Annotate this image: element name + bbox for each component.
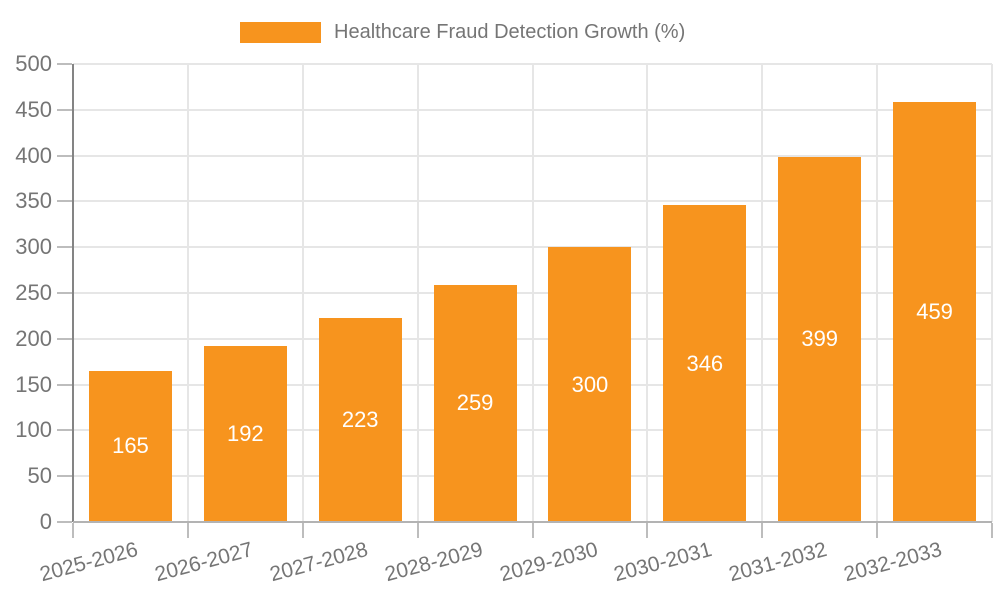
legend-swatch [240,22,321,43]
v-gridline [301,64,304,522]
x-axis-tick [301,523,304,538]
y-axis-tick [57,63,72,65]
y-axis-tick [57,154,72,157]
y-axis-tick [57,337,72,340]
x-axis-tick [186,523,189,538]
x-axis-tick [72,523,74,538]
v-gridline [876,64,879,522]
x-axis-line [73,521,992,523]
bar-value-label: 223 [341,406,379,432]
bar [663,205,747,522]
y-tick-label: 350 [15,188,52,214]
y-axis-line [72,64,74,522]
legend-label: Healthcare Fraud Detection Growth (%) [334,21,686,43]
y-tick-label: 50 [27,463,52,489]
bar [88,370,172,522]
v-gridline [991,64,993,522]
bar-value-label: 259 [456,390,494,416]
y-axis-tick [57,108,72,111]
v-gridline [761,64,764,522]
bar-value-label: 346 [686,350,724,376]
y-tick-label: 250 [15,280,52,305]
x-tick-label: 2027-2028 [267,538,371,587]
bar [318,317,402,522]
x-axis-tick [991,523,993,538]
y-axis-tick [57,429,72,432]
x-tick-label: 2029-2030 [496,538,600,587]
y-tick-label: 450 [15,96,52,122]
y-tick-label: 0 [39,509,52,534]
y-axis-tick [57,292,72,294]
y-axis-tick [57,475,72,478]
v-gridline [646,64,649,522]
v-gridline [186,64,189,522]
bar [778,156,862,522]
y-axis-tick [57,521,72,523]
y-tick-label: 300 [15,234,52,260]
bar [548,247,632,522]
legend: Healthcare Fraud Detection Growth (%) [240,22,685,43]
x-axis-tick [646,523,649,538]
x-tick-label: 2026-2027 [152,538,256,587]
v-gridline [416,64,419,522]
x-axis-tick [531,523,534,538]
y-axis-tick [57,200,72,203]
bar-value-label: 165 [112,433,149,459]
x-tick-label: 2025-2026 [37,538,141,587]
bar-value-label: 300 [571,371,609,397]
y-tick-label: 500 [15,51,52,76]
y-tick-label: 150 [15,371,52,397]
y-tick-label: 100 [15,417,52,443]
y-axis-tick [57,246,72,249]
x-tick-label: 2028-2029 [382,538,486,587]
bar [433,284,517,522]
x-tick-label: 2030-2031 [611,538,715,587]
x-axis-tick [761,523,764,538]
x-axis-tick [416,523,419,538]
bar-value-label: 399 [801,326,839,352]
x-tick-label: 2031-2032 [726,538,830,587]
bar-value-label: 192 [226,421,264,447]
y-tick-label: 400 [15,142,52,168]
bar-value-label: 459 [916,298,953,324]
y-tick-label: 200 [15,325,52,351]
v-gridline [531,64,534,522]
y-axis-tick [57,383,72,386]
bar [893,101,977,522]
x-axis-tick [876,523,879,538]
x-tick-label: 2032-2033 [841,538,945,587]
bar [203,346,287,522]
